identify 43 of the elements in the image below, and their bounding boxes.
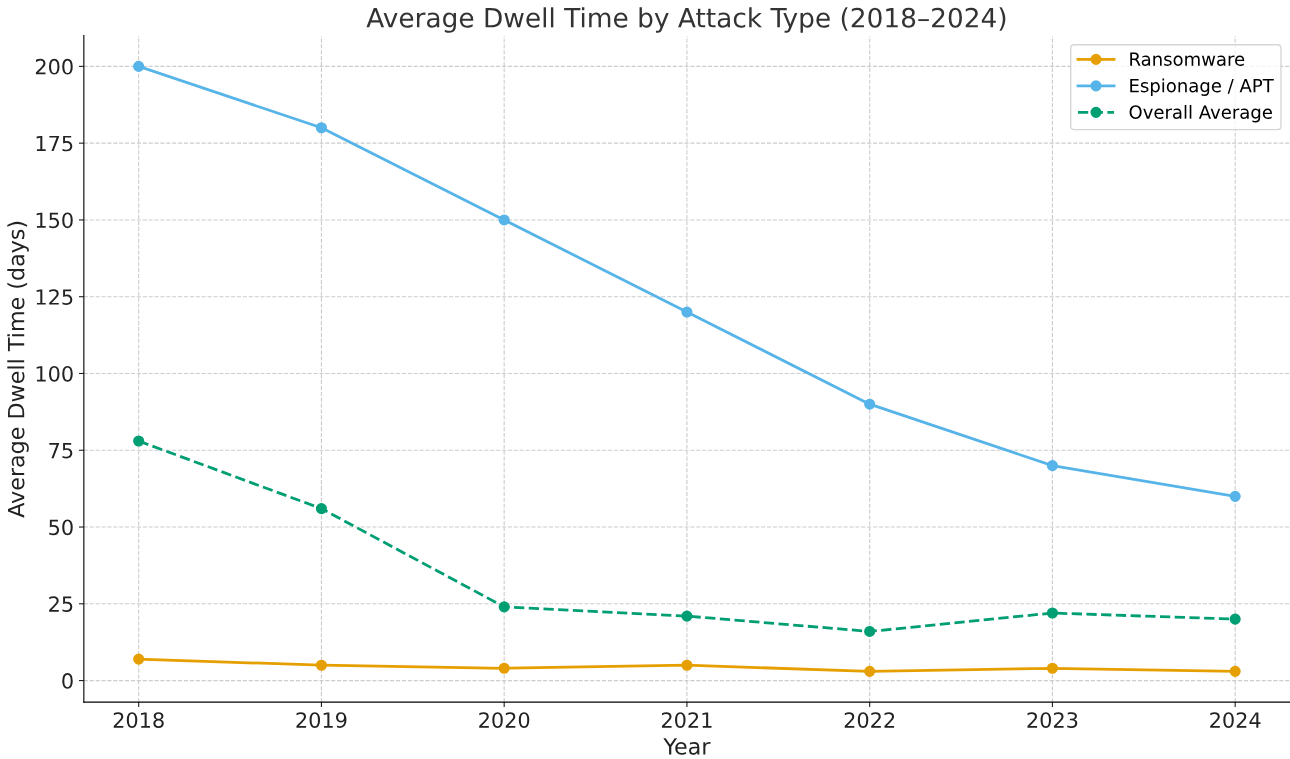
point [681, 610, 693, 622]
point [133, 653, 145, 665]
y-tick-label: 50 [49, 519, 73, 536]
point [315, 659, 327, 671]
point [498, 214, 510, 226]
point [315, 503, 327, 515]
point [1046, 460, 1058, 472]
y-axis-title: Average Dwell Time (days) [7, 221, 29, 518]
y-tick-label: 0 [62, 673, 73, 689]
point [1046, 607, 1058, 619]
point [864, 665, 876, 677]
point [498, 662, 510, 674]
point [681, 306, 693, 318]
x-tick-label: 2019 [296, 712, 347, 728]
x-tick-label: 2020 [479, 712, 530, 728]
y-tick-label: 75 [49, 442, 73, 459]
point [864, 625, 876, 637]
point [864, 398, 876, 410]
y-tick-label: 150 [36, 212, 73, 229]
chart-title: Average Dwell Time by Attack Type (2018–2024) [366, 7, 1006, 33]
legend-label: Espionage / APT [1130, 78, 1274, 96]
point [498, 601, 510, 613]
point [681, 659, 693, 671]
y-tick-label: 125 [36, 289, 73, 305]
x-tick-label: 2018 [113, 712, 164, 728]
x-tick-label: 2024 [1210, 712, 1261, 728]
point [315, 122, 327, 134]
legend-label: Overall Average [1129, 104, 1272, 123]
y-tick-label: 25 [49, 596, 73, 613]
point [1229, 490, 1241, 502]
y-tick-label: 175 [36, 135, 73, 152]
point [1046, 662, 1058, 674]
x-tick-label: 2023 [1027, 712, 1078, 728]
y-tick-label: 100 [36, 365, 73, 382]
point [133, 60, 145, 72]
x-axis-title: Year [663, 738, 711, 755]
point [1229, 665, 1241, 677]
legend-label: Ransomware [1130, 52, 1245, 66]
y-tick-label: 200 [35, 58, 73, 75]
point [133, 435, 145, 447]
x-tick-label: 2021 [661, 712, 712, 728]
point [1229, 613, 1241, 625]
x-tick-label: 2022 [844, 712, 895, 728]
